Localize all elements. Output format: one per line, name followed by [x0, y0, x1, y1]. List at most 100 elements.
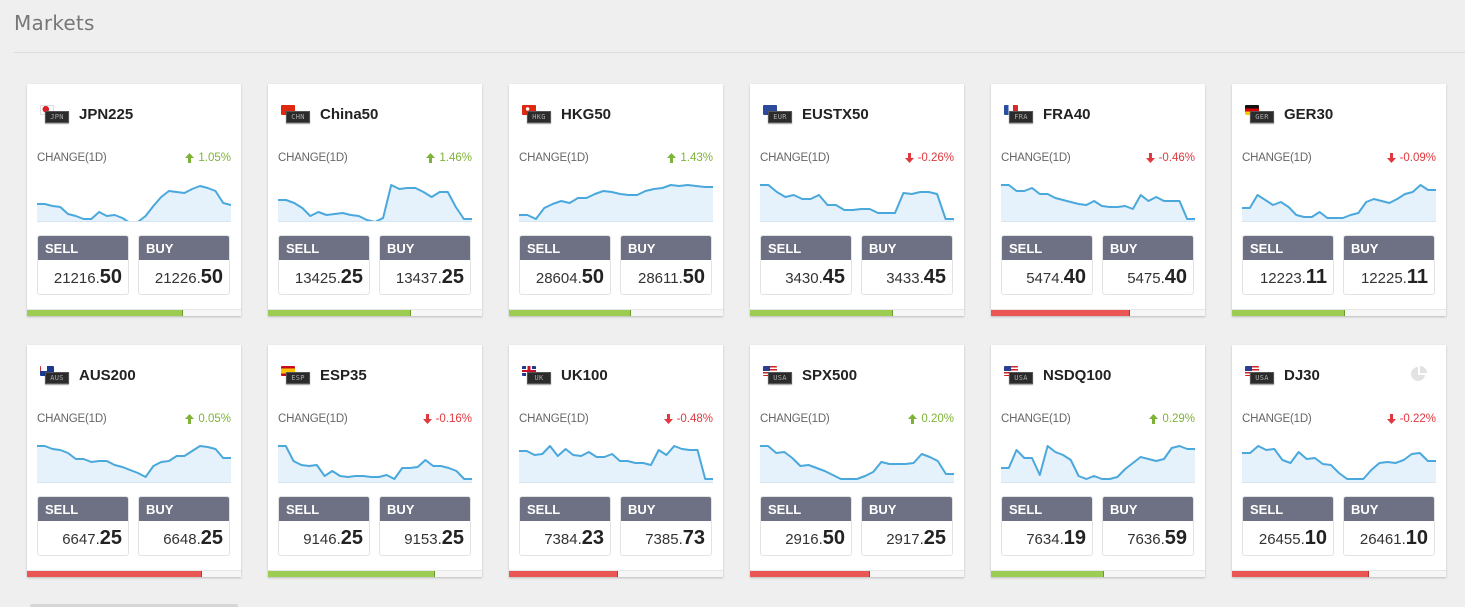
- market-symbol[interactable]: DJ30: [1284, 366, 1320, 384]
- market-card-aus200[interactable]: AUS AUS200 CHANGE(1D) 0.05% SELL 6647.25…: [27, 345, 241, 577]
- pie-chart-icon[interactable]: [1410, 365, 1428, 383]
- arrow-up-icon: [185, 153, 195, 163]
- sell-price: 5474.40: [1026, 266, 1086, 288]
- buy-button[interactable]: BUY 5475.40: [1102, 235, 1194, 295]
- sentiment-bar: [509, 309, 723, 316]
- buy-button[interactable]: BUY 13437.25: [379, 235, 471, 295]
- country-code-tag: FRA: [1009, 111, 1033, 123]
- market-card-china50[interactable]: CHN China50 CHANGE(1D) 1.46% SELL 13425.…: [268, 84, 482, 316]
- buy-button[interactable]: BUY 21226.50: [138, 235, 230, 295]
- flag-icon: USA: [1001, 364, 1035, 386]
- market-symbol[interactable]: NSDQ100: [1043, 366, 1112, 384]
- market-symbol[interactable]: UK100: [561, 366, 608, 384]
- buy-button[interactable]: BUY 9153.25: [379, 496, 471, 556]
- flag-icon: JPN: [37, 103, 71, 125]
- buy-label: BUY: [380, 236, 470, 260]
- sparkline-chart: [519, 445, 713, 483]
- buy-button[interactable]: BUY 6648.25: [138, 496, 230, 556]
- sell-label: SELL: [761, 497, 851, 521]
- market-card-eustx50[interactable]: EUR EUSTX50 CHANGE(1D) -0.26% SELL 3430.…: [750, 84, 964, 316]
- sell-price: 7634.19: [1026, 527, 1086, 549]
- sparkline-chart: [37, 185, 231, 222]
- buy-label: BUY: [862, 497, 952, 521]
- price-buttons: SELL 5474.40 BUY 5475.40: [1001, 235, 1194, 295]
- market-symbol[interactable]: HKG50: [561, 105, 612, 123]
- change-row: CHANGE(1D) 1.43%: [519, 152, 713, 164]
- market-symbol[interactable]: EUSTX50: [802, 105, 869, 123]
- sell-button[interactable]: SELL 9146.25: [278, 496, 370, 556]
- change-value: 0.05%: [185, 413, 231, 425]
- market-symbol[interactable]: China50: [320, 105, 379, 123]
- buy-button[interactable]: BUY 7636.59: [1102, 496, 1194, 556]
- market-symbol[interactable]: ESP35: [320, 366, 367, 384]
- buy-button[interactable]: BUY 26461.10: [1343, 496, 1435, 556]
- buy-button[interactable]: BUY 2917.25: [861, 496, 953, 556]
- market-card-jpn225[interactable]: JPN JPN225 CHANGE(1D) 1.05% SELL 21216.5…: [27, 84, 241, 316]
- sell-button[interactable]: SELL 12223.11: [1242, 235, 1334, 295]
- buy-price: 6648.25: [163, 527, 223, 549]
- price-buttons: SELL 12223.11 BUY 12225.11: [1242, 235, 1435, 295]
- buy-label: BUY: [139, 497, 229, 521]
- sell-label: SELL: [1002, 497, 1092, 521]
- market-card-spx500[interactable]: USA SPX500 CHANGE(1D) 0.20% SELL 2916.50…: [750, 345, 964, 577]
- change-label: CHANGE(1D): [1242, 152, 1312, 164]
- card-header: FRA FRA40: [1001, 102, 1091, 126]
- sell-button[interactable]: SELL 5474.40: [1001, 235, 1093, 295]
- sell-button[interactable]: SELL 28604.50: [519, 235, 611, 295]
- flag-icon: UK: [519, 364, 553, 386]
- sell-button[interactable]: SELL 3430.45: [760, 235, 852, 295]
- sell-button[interactable]: SELL 2916.50: [760, 496, 852, 556]
- sparkline-chart: [760, 184, 954, 222]
- sell-button[interactable]: SELL 7634.19: [1001, 496, 1093, 556]
- buy-price: 13437.25: [395, 266, 464, 288]
- buy-label: BUY: [1344, 497, 1434, 521]
- buy-button[interactable]: BUY 28611.50: [620, 235, 712, 295]
- change-value: -0.16%: [422, 413, 472, 425]
- sell-label: SELL: [1243, 497, 1333, 521]
- buy-label: BUY: [1344, 236, 1434, 260]
- buy-button[interactable]: BUY 3433.45: [861, 235, 953, 295]
- market-symbol[interactable]: SPX500: [802, 366, 858, 384]
- sparkline-chart: [519, 184, 713, 222]
- sentiment-fill: [1232, 310, 1346, 316]
- sell-button[interactable]: SELL 21216.50: [37, 235, 129, 295]
- buy-label: BUY: [1103, 236, 1193, 260]
- change-percent: -0.46%: [1158, 152, 1195, 164]
- next-row-card-edge: [30, 604, 238, 607]
- change-row: CHANGE(1D) -0.46%: [1001, 152, 1195, 164]
- sell-label: SELL: [1243, 236, 1333, 260]
- sell-label: SELL: [520, 236, 610, 260]
- sell-button[interactable]: SELL 6647.25: [37, 496, 129, 556]
- sparkline-chart: [278, 184, 472, 222]
- sparkline-chart: [760, 445, 954, 483]
- price-buttons: SELL 7384.23 BUY 7385.73: [519, 496, 712, 556]
- country-code-tag: EUR: [768, 111, 792, 123]
- price-buttons: SELL 13425.25 BUY 13437.25: [278, 235, 471, 295]
- country-flag-icon: [763, 366, 777, 376]
- sell-button[interactable]: SELL 7384.23: [519, 496, 611, 556]
- buy-label: BUY: [1103, 497, 1193, 521]
- market-symbol[interactable]: GER30: [1284, 105, 1334, 123]
- change-percent: 1.46%: [439, 152, 472, 164]
- page-title: Markets: [14, 11, 95, 35]
- market-symbol[interactable]: AUS200: [79, 366, 136, 384]
- market-card-uk100[interactable]: UK UK100 CHANGE(1D) -0.48% SELL 7384.23 …: [509, 345, 723, 577]
- market-symbol[interactable]: JPN225: [79, 105, 134, 123]
- change-value: 1.43%: [667, 152, 713, 164]
- arrow-down-icon: [1145, 153, 1155, 163]
- buy-button[interactable]: BUY 7385.73: [620, 496, 712, 556]
- sell-button[interactable]: SELL 26455.10: [1242, 496, 1334, 556]
- market-card-hkg50[interactable]: HKG HKG50 CHANGE(1D) 1.43% SELL 28604.50…: [509, 84, 723, 316]
- buy-button[interactable]: BUY 12225.11: [1343, 235, 1435, 295]
- market-symbol[interactable]: FRA40: [1043, 105, 1091, 123]
- market-card-nsdq100[interactable]: USA NSDQ100 CHANGE(1D) 0.29% SELL 7634.1…: [991, 345, 1205, 577]
- change-value: -0.46%: [1145, 152, 1195, 164]
- market-card-ger30[interactable]: GER GER30 CHANGE(1D) -0.09% SELL 12223.1…: [1232, 84, 1446, 316]
- country-code-tag: AUS: [45, 372, 69, 384]
- price-buttons: SELL 6647.25 BUY 6648.25: [37, 496, 230, 556]
- country-code-tag: CHN: [286, 111, 310, 123]
- market-card-dj30[interactable]: USA DJ30 CHANGE(1D) -0.22% SELL 26455.10…: [1232, 345, 1446, 577]
- market-card-esp35[interactable]: ESP ESP35 CHANGE(1D) -0.16% SELL 9146.25…: [268, 345, 482, 577]
- sell-button[interactable]: SELL 13425.25: [278, 235, 370, 295]
- market-card-fra40[interactable]: FRA FRA40 CHANGE(1D) -0.46% SELL 5474.40…: [991, 84, 1205, 316]
